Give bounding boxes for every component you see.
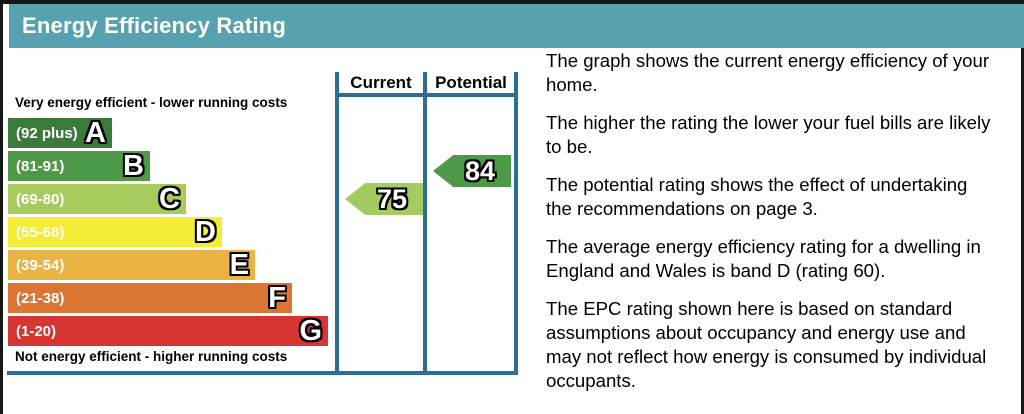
band-d: (55-68) D (8, 217, 222, 247)
band-f: (21-38) F (8, 283, 292, 313)
band-f-range-label: (21-38) (16, 289, 65, 307)
band-e-letter: E (229, 249, 249, 281)
band-d-range-label: (55-68) (16, 223, 65, 241)
band-b-letter: B (123, 150, 144, 182)
band-g-letter: G (299, 315, 322, 347)
page-border-right (1021, 0, 1024, 414)
paragraph: The potential rating shows the effect of… (546, 174, 968, 219)
page-border-top (0, 0, 1024, 4)
page-title: Energy Efficiency Rating (22, 13, 286, 38)
band-a-range-label: (92 plus) (16, 124, 78, 142)
band-d-letter: D (195, 216, 216, 248)
paragraph: The average energy efficiency rating for… (546, 236, 981, 281)
band-b-range-label: (81-91) (16, 157, 65, 175)
band-g: (1-20) G (8, 316, 328, 346)
page-border-left (0, 0, 3, 414)
band-b: (81-91) B (8, 151, 150, 181)
current-rating-value: 75 (376, 184, 408, 214)
current-column-left-border (335, 72, 339, 375)
band-c-letter: C (159, 183, 180, 215)
potential-column-right-border (514, 72, 518, 375)
column-header-underline (335, 93, 518, 97)
band-c: (69-80) C (8, 184, 186, 214)
band-e-range-label: (39-54) (16, 256, 65, 274)
potential-column-header: Potential (435, 73, 507, 92)
current-column-header: Current (350, 73, 412, 92)
band-f-letter: F (268, 282, 286, 314)
band-g-range-label: (1-20) (16, 322, 57, 340)
description-text: The graph shows the current energy effic… (546, 49, 1020, 407)
band-a: (92 plus) A (8, 118, 112, 148)
potential-rating-value: 84 (464, 156, 496, 186)
band-c-range-label: (69-80) (16, 190, 65, 208)
band-e: (39-54) E (8, 250, 255, 280)
bottom-caption: Not energy efficient - higher running co… (15, 349, 288, 364)
graph-bottom-border (7, 371, 518, 375)
current-rating-arrow: 75 (345, 183, 423, 215)
section-header-bar: Energy Efficiency Rating (9, 4, 1024, 48)
paragraph: The EPC rating shown here is based on st… (546, 298, 987, 391)
column-divider (423, 72, 427, 375)
paragraph: The higher the rating the lower your fue… (546, 112, 991, 157)
top-caption: Very energy efficient - lower running co… (15, 95, 288, 110)
potential-rating-arrow: 84 (433, 155, 511, 187)
paragraph: The graph shows the current energy effic… (546, 50, 990, 95)
band-a-letter: A (85, 117, 106, 149)
